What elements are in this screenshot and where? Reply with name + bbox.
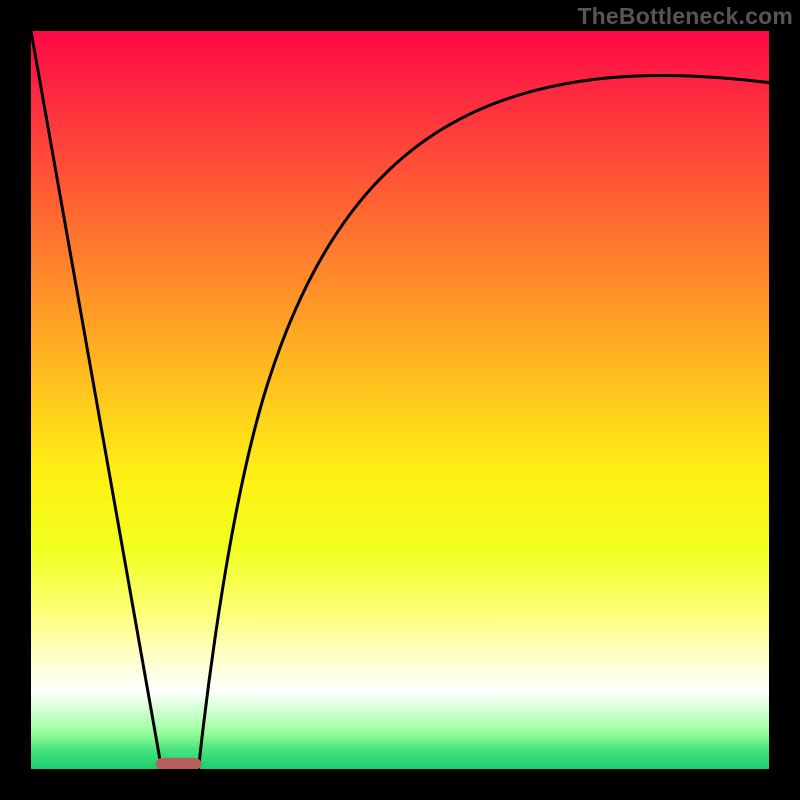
frame-border-bottom (0, 769, 800, 800)
frame-border-right (769, 0, 800, 800)
bottleneck-marker (156, 758, 202, 770)
watermark-text: TheBottleneck.com (577, 3, 793, 30)
frame-border-left (0, 0, 31, 800)
chart-svg (0, 0, 800, 800)
chart-container: TheBottleneck.com (0, 0, 800, 800)
